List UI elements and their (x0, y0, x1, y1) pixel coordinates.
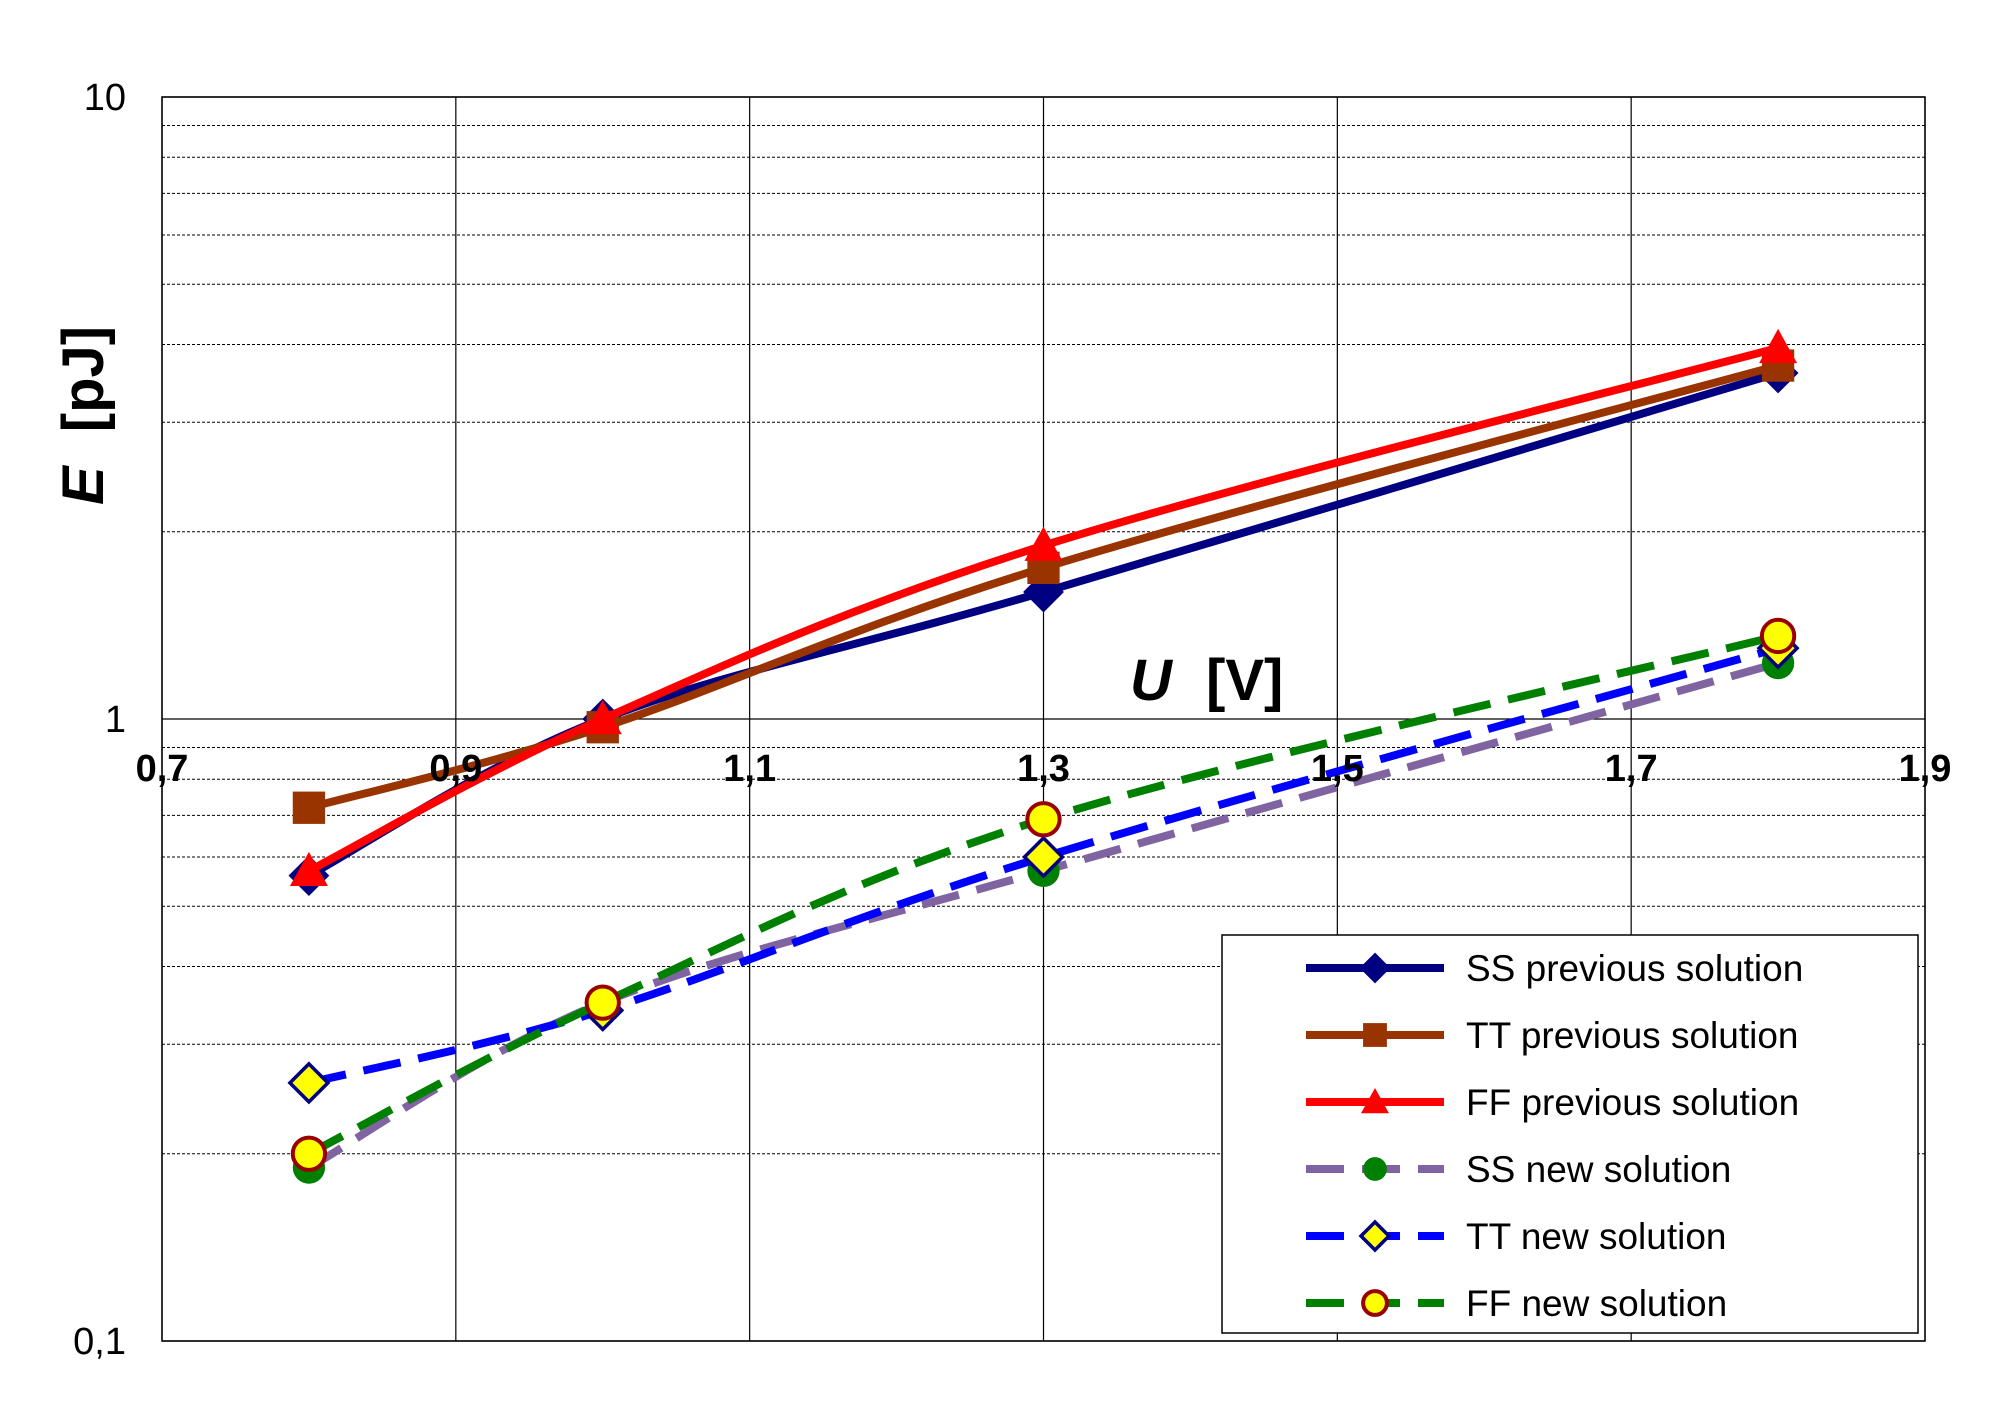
legend-item: TT new solution (1306, 1216, 1727, 1257)
x-tick-label: 0,9 (429, 748, 482, 790)
legend-item: TT previous solution (1306, 1015, 1798, 1056)
series-line (307, 361, 1780, 812)
series-line (307, 344, 1780, 875)
legend-item: FF previous solution (1306, 1082, 1799, 1123)
legend-label: TT previous solution (1466, 1015, 1798, 1056)
marker-triangle (1759, 328, 1798, 364)
x-axis-title: U [V] (1130, 648, 1283, 713)
marker-diamond-yellow (1022, 835, 1065, 879)
x-axis-variable: U (1130, 648, 1174, 713)
marker-square (1363, 1023, 1387, 1047)
y-axis-title: E [pJ] (51, 326, 116, 505)
marker-diamond (1359, 952, 1391, 984)
marker-triangle (289, 851, 328, 887)
y-tick-label: 10 (84, 77, 126, 119)
series-line (307, 632, 1780, 1158)
legend-item: FF new solution (1306, 1283, 1727, 1324)
x-tick-label: 0,7 (136, 748, 189, 790)
marker-circle-yellow (1361, 1289, 1389, 1317)
x-tick-label: 1,5 (1311, 748, 1364, 790)
series-line (307, 644, 1780, 1087)
legend-label: FF new solution (1466, 1283, 1727, 1324)
series-ff-previous-solution (289, 328, 1798, 887)
x-tick-label: 1,3 (1017, 748, 1070, 790)
legend-label: SS previous solution (1466, 948, 1803, 989)
marker-triangle (1361, 1088, 1389, 1114)
x-tick-label: 1,7 (1605, 748, 1658, 790)
marker-circle-yellow (1025, 801, 1062, 838)
y-tick-label: 0,1 (73, 1321, 126, 1363)
legend: SS previous solution TT previous solution… (1221, 934, 1919, 1334)
marker-circle-yellow (584, 984, 621, 1021)
legend-label: TT new solution (1466, 1216, 1727, 1257)
marker-triangle (1024, 526, 1063, 561)
marker-diamond-yellow (1358, 1219, 1392, 1253)
x-axis-unit: [V] (1206, 648, 1283, 713)
legend-label: SS new solution (1466, 1149, 1731, 1190)
y-axis-variable: E (51, 464, 116, 505)
plot-border (161, 96, 1926, 1342)
series-ff-new-solution (290, 617, 1797, 1172)
marker-diamond-yellow (287, 1061, 331, 1105)
marker-circle (1363, 1157, 1387, 1181)
tick-labels: 0,7 0,9 1,1 1,3 1,5 1,7 1,9 0,1 1 10 (73, 77, 1951, 1363)
legend-item: SS previous solution (1306, 948, 1803, 989)
marker-circle-yellow (290, 1135, 328, 1172)
y-tick-label: 1 (105, 699, 126, 741)
legend-label: FF previous solution (1466, 1082, 1799, 1123)
marker-circle-yellow (1759, 617, 1797, 655)
x-tick-label: 1,1 (723, 748, 776, 790)
legend-box (1221, 934, 1919, 1334)
y-axis-unit: [pJ] (51, 326, 116, 432)
x-tick-label: 1,9 (1899, 748, 1952, 790)
marker-square (292, 791, 326, 824)
marker-triangle (583, 700, 622, 735)
series-layer (287, 328, 1800, 1184)
legend-item: SS new solution (1306, 1149, 1731, 1190)
